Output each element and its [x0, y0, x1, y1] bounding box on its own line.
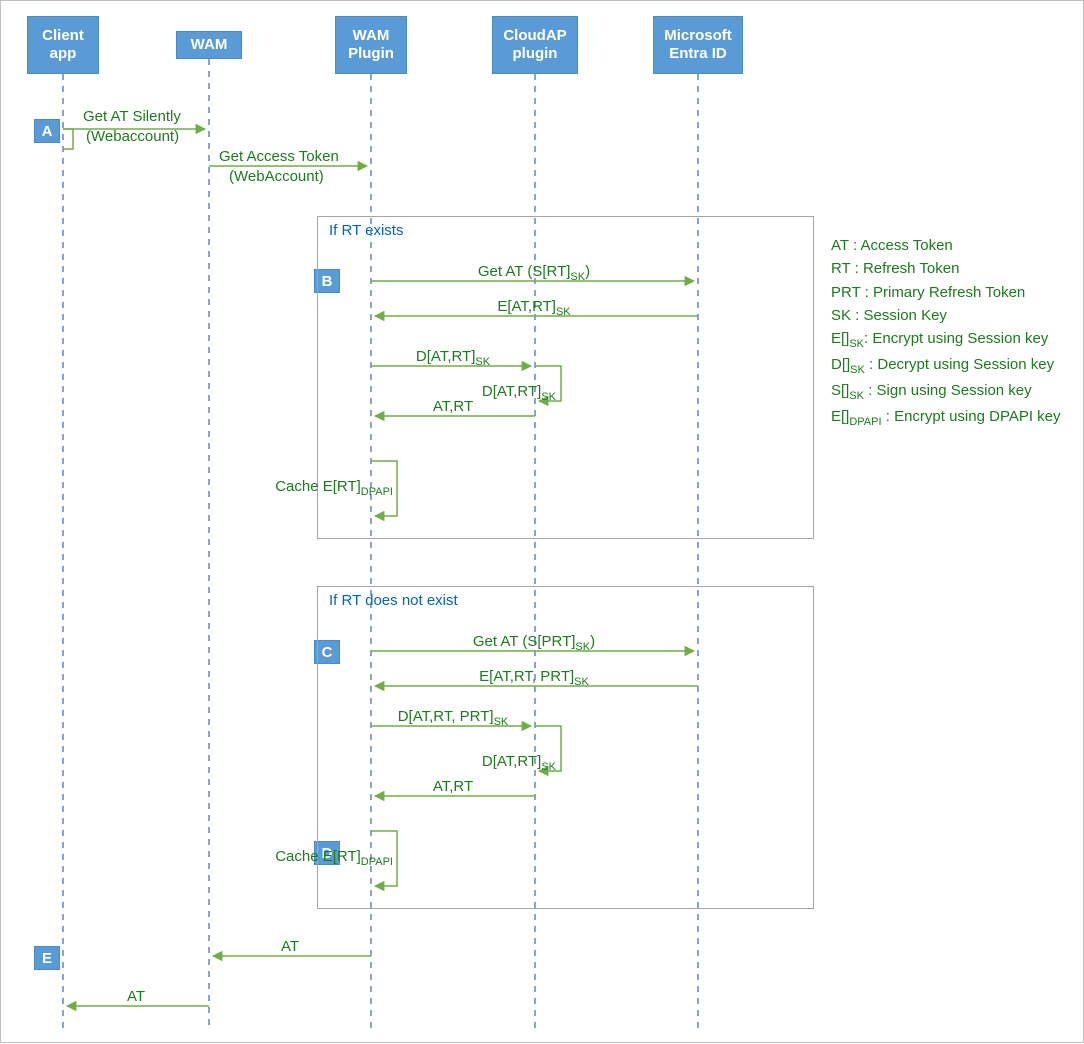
svg-text:Cache E[RT]DPAPI: Cache E[RT]DPAPI	[275, 848, 393, 868]
svg-text:AT: AT	[281, 938, 299, 955]
svg-text:(Webaccount): (Webaccount)	[86, 128, 179, 145]
svg-text:AT,RT: AT,RT	[433, 398, 473, 415]
svg-text:AT,RT: AT,RT	[433, 778, 473, 795]
sequence-diagram: Clientapp WAM WAMPlugin CloudAPplugin Mi…	[0, 0, 1084, 1043]
svg-text:E[AT,RT]SK: E[AT,RT]SK	[497, 298, 571, 318]
labels: Get AT Silently (Webaccount) Get Access …	[83, 108, 595, 1005]
svg-text:Get Access Token: Get Access Token	[219, 148, 339, 165]
svg-text:Cache E[RT]DPAPI: Cache E[RT]DPAPI	[275, 478, 393, 498]
lifelines	[63, 59, 698, 1031]
svg-text:Get AT Silently: Get AT Silently	[83, 108, 181, 125]
arrows	[63, 129, 698, 1006]
svg-text:Get AT (S[PRT]SK): Get AT (S[PRT]SK)	[473, 633, 595, 653]
svg-text:Get AT (S[RT]SK): Get AT (S[RT]SK)	[478, 263, 590, 283]
svg-text:D[AT,RT, PRT]SK: D[AT,RT, PRT]SK	[398, 708, 509, 728]
svg-text:D[AT,RT]SK: D[AT,RT]SK	[482, 753, 557, 773]
svg-text:E[AT,RT, PRT]SK: E[AT,RT, PRT]SK	[479, 668, 589, 688]
svg-text:AT: AT	[127, 988, 145, 1005]
svg-text:D[AT,RT]SK: D[AT,RT]SK	[482, 383, 557, 403]
svg-text:(WebAccount): (WebAccount)	[229, 168, 324, 185]
svg-text:D[AT,RT]SK: D[AT,RT]SK	[416, 348, 491, 368]
svg-layer: Get AT Silently (Webaccount) Get Access …	[1, 1, 1084, 1044]
